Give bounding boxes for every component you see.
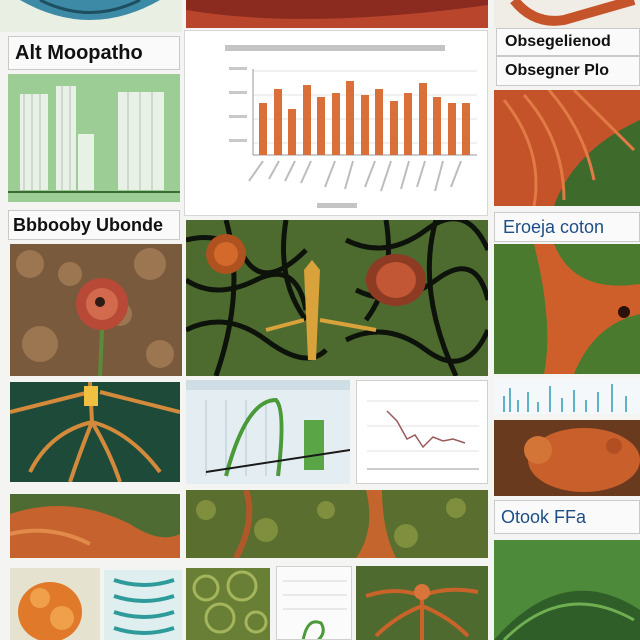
tile-orange-hand[interactable]	[494, 0, 640, 28]
label-observation-b: Obsegner Plo	[496, 56, 640, 86]
tile-orange-organ[interactable]	[494, 420, 640, 496]
tile-teal-cells[interactable]	[104, 570, 182, 640]
label-otook-ffo: Otook FFa	[494, 500, 640, 534]
label-alt-morphe: Alt Moopatho	[8, 36, 180, 70]
tile-red-tissue[interactable]	[10, 244, 182, 376]
label-enzyme-coton: Eroeja coton	[494, 212, 640, 242]
tile-orange-fibers[interactable]	[494, 90, 640, 206]
tile-green-dome[interactable]	[494, 540, 640, 640]
label-observation-a: Obsegelienod	[496, 28, 640, 56]
tile-green-graph-screen[interactable]	[186, 380, 350, 484]
tile-root-branches[interactable]	[10, 382, 180, 482]
tile-blue-spikes[interactable]	[494, 378, 640, 414]
tile-orange-tendrils[interactable]	[10, 494, 180, 558]
tile-bar-chart[interactable]	[184, 30, 488, 216]
tile-green-columns[interactable]	[8, 74, 180, 202]
tile-root-maze[interactable]	[186, 220, 488, 376]
tile-blue-leaf[interactable]	[0, 0, 182, 32]
tile-orange-roots[interactable]	[356, 566, 488, 640]
label-biology-theme: Bbbooby Ubonde	[8, 210, 180, 240]
tile-orange-branch[interactable]	[494, 244, 640, 374]
tile-green-net[interactable]	[186, 568, 270, 640]
tile-mossy-roots[interactable]	[186, 490, 488, 558]
tile-line-graph[interactable]	[356, 380, 488, 484]
tile-red-organ[interactable]	[186, 0, 488, 28]
tile-orange-cells[interactable]	[10, 568, 100, 640]
tile-paper-chart[interactable]	[276, 566, 352, 640]
